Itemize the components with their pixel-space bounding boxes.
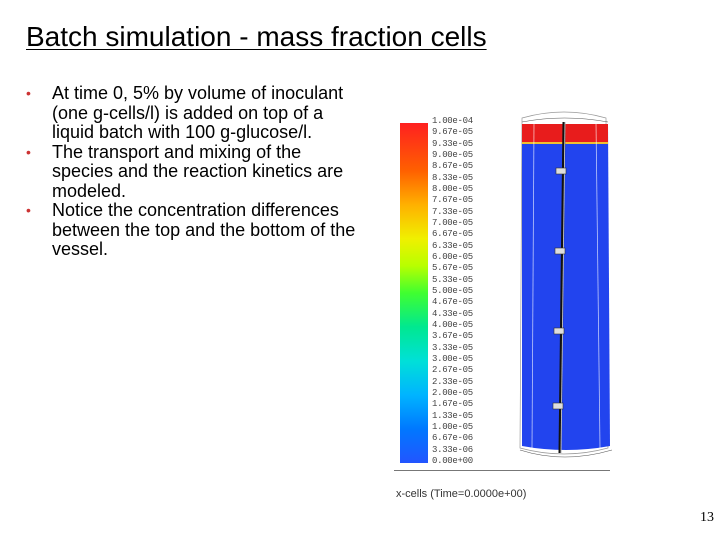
impeller (555, 167, 567, 175)
color-scale-label: 6.67e-05 (432, 229, 473, 240)
color-scale-label: 4.00e-05 (432, 319, 473, 330)
color-scale-label: 9.33e-05 (432, 138, 473, 149)
color-scale-label: 1.00e-04 (432, 116, 473, 126)
color-scale-label: 3.67e-05 (432, 331, 473, 342)
color-scale-label: 2.67e-05 (432, 365, 473, 376)
vessel-image (519, 111, 613, 458)
vessel-body (522, 124, 610, 450)
bullet-item: • The transport and mixing of the specie… (26, 141, 366, 202)
bullet-text: The transport and mixing of the species … (52, 141, 344, 201)
impeller-shaft (558, 121, 566, 454)
color-scale-labels: 1.00e-04 9.67e-05 9.33e-05 9.00e-05 8.67e-05… (432, 116, 484, 467)
vessel-render (508, 108, 620, 468)
color-scale-label: 8.33e-05 (432, 172, 473, 183)
bullet-list: • At time 0, 5% by volume of inoculant (… (26, 83, 366, 260)
color-scale-label: 4.67e-05 (432, 297, 473, 308)
color-scale-label: 3.00e-05 (432, 353, 473, 364)
color-scale-label: 6.00e-05 (432, 251, 473, 262)
bullet-text: Notice the concentration differences bet… (52, 200, 356, 259)
color-scale-bar (400, 123, 428, 463)
bullet-text: At time 0, 5% by volume of inoculant (on… (52, 83, 344, 142)
color-scale-label: 6.33e-05 (432, 240, 473, 251)
bullet-item: • Notice the concentration differences b… (26, 200, 366, 260)
color-scale-label: 7.33e-05 (432, 206, 473, 217)
page-number: 13 (700, 510, 714, 525)
color-scale-label: 9.00e-05 (432, 149, 473, 160)
color-scale-label: 3.33e-05 (432, 342, 473, 353)
bullet-icon: • (26, 143, 31, 160)
color-scale-label: 1.33e-05 (432, 410, 473, 421)
color-scale-label: 3.33e-06 (432, 444, 473, 455)
bullet-item: • At time 0, 5% by volume of inoculant (… (26, 83, 366, 143)
bullet-icon: • (26, 85, 31, 101)
color-scale-label: 9.67e-05 (432, 127, 473, 138)
vessel-outline (519, 111, 609, 455)
color-scale-label: 5.33e-05 (432, 274, 473, 285)
color-scale-label: 2.00e-05 (432, 387, 473, 398)
color-scale-label: 5.67e-05 (432, 263, 473, 274)
color-scale-label: 4.33e-05 (432, 308, 473, 319)
color-scale-label: 2.33e-05 (432, 376, 473, 387)
figure-baseline (394, 470, 610, 471)
color-scale-label: 5.00e-05 (432, 285, 473, 296)
bullet-icon: • (26, 202, 31, 218)
impeller (552, 402, 564, 410)
color-scale-label: 0.00e+00 (432, 455, 473, 466)
color-scale-label: 6.67e-06 (432, 433, 473, 444)
impeller (553, 327, 565, 335)
figure-caption: x-cells (Time=0.0000e+00) (396, 488, 527, 500)
color-scale-label: 7.67e-05 (432, 195, 473, 206)
slide-title: Batch simulation - mass fraction cells (26, 21, 487, 52)
color-scale-label: 7.00e-05 (432, 217, 473, 228)
color-scale-label: 8.00e-05 (432, 183, 473, 194)
impeller (554, 247, 566, 255)
color-scale-label: 1.00e-05 (432, 421, 473, 432)
simulation-figure: 1.00e-04 9.67e-05 9.33e-05 9.00e-05 8.67e-05… (390, 108, 630, 508)
color-scale-label: 1.67e-05 (432, 399, 473, 410)
color-scale-label: 8.67e-05 (432, 161, 473, 172)
